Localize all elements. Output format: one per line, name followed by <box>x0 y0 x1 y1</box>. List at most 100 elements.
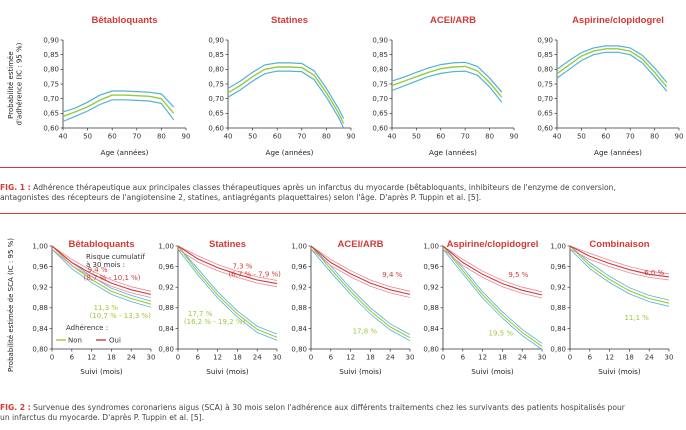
x-tick-label: 70 <box>132 133 141 141</box>
figure1-caption: FIG. 1 : Adhérence thérapeutique aux pri… <box>0 183 686 204</box>
x-tick-label: 24 <box>518 354 527 362</box>
annotation-ci-non: (10,7 % - 13,3 %) <box>90 312 152 320</box>
y-tick-label: 0,88 <box>158 304 174 312</box>
chart-panel: Aspirine/clopidogrel 0,60 0,65 0,70 0,75 0,80… <box>537 15 683 157</box>
annotation-ci-non: (16,2 % - 19,2 %) <box>184 318 246 326</box>
y-tick-label: 1,00 <box>158 242 174 250</box>
y-tick-label: 0,90 <box>372 36 388 44</box>
x-tick-label: 90 <box>510 133 519 141</box>
y-tick-label: 0,75 <box>537 80 553 88</box>
chart-title: Bêtabloquants <box>92 15 158 26</box>
x-tick-label: 40 <box>553 133 562 141</box>
x-tick-label: 24 <box>386 354 395 362</box>
series-band-lower-oui <box>310 248 411 298</box>
x-tick-label: 24 <box>127 354 136 362</box>
y-tick-label: 0,75 <box>43 80 59 88</box>
series-line-oui <box>569 245 670 278</box>
chart-title: ACEI/ARB <box>338 239 384 250</box>
x-tick-label: 18 <box>366 354 375 362</box>
chart-title: Aspirine/clopidogrel <box>447 239 539 250</box>
x-axis-label: Suivi (mois) <box>598 367 641 376</box>
y-tick-label: 0,96 <box>550 263 566 271</box>
annotation-oui: 6,0 % <box>644 269 664 277</box>
series-band-upper-non <box>442 245 543 344</box>
x-tick-label: 90 <box>347 133 356 141</box>
legend-title: Adhérence : <box>66 324 108 332</box>
y-tick-label: 0,96 <box>158 263 174 271</box>
x-tick-label: 24 <box>253 354 262 362</box>
series-line-upper <box>227 62 345 119</box>
x-tick-label: 18 <box>107 354 116 362</box>
chart-panel: Combinaison 0,80 0,84 0,88 0,92 0,96 1,00 0 6 12 1… <box>550 239 673 376</box>
x-tick-label: 6 <box>461 354 466 362</box>
series-line-estimate <box>62 94 175 117</box>
x-tick-label: 12 <box>478 354 487 362</box>
x-tick-label: 60 <box>436 133 445 141</box>
x-axis-label: Suivi (mois) <box>206 367 249 376</box>
series-band-lower-non <box>569 248 670 307</box>
x-tick-label: 50 <box>248 133 257 141</box>
y-tick-label: 0,84 <box>550 325 566 333</box>
series-line-estimate <box>391 65 503 98</box>
x-tick-label: 50 <box>412 133 421 141</box>
x-tick-label: 80 <box>485 133 494 141</box>
y-tick-label: 0,70 <box>537 95 553 103</box>
figure1-ylabel: Probabilité estimée d'adhérence (IC : 95… <box>7 42 24 125</box>
series-line-non <box>177 245 278 338</box>
x-axis-label: Suivi (mois) <box>80 367 123 376</box>
series-line-upper <box>62 90 175 113</box>
y-tick-label: 0,75 <box>208 80 224 88</box>
annotation-oui: 9,4 % <box>382 271 402 279</box>
chart-panel: Bêtabloquants 0,60 0,65 0,70 0,75 0,80 0,85 0,9… <box>43 15 190 157</box>
series-line-lower <box>62 99 175 123</box>
figure2-caption: FIG. 2 : Survenue des syndromes coronari… <box>0 403 686 424</box>
y-tick-label: 0,80 <box>372 66 388 74</box>
series-band-lower-oui <box>569 248 670 281</box>
x-tick-label: 0 <box>441 354 445 362</box>
y-tick-label: 0,96 <box>32 263 48 271</box>
x-tick-label: 18 <box>233 354 242 362</box>
series-line-non <box>569 245 670 304</box>
x-tick-label: 30 <box>538 354 547 362</box>
annotation-oui: 9,5 % <box>508 271 528 279</box>
annotation-oui: 7,3 % <box>232 263 252 271</box>
series-line-lower <box>227 70 345 129</box>
x-tick-label: 30 <box>147 354 156 362</box>
chart-panel: Statines 0,80 0,84 0,88 0,92 0,96 1,00 0 6 12 18 24… <box>158 239 281 376</box>
chart-title: Bêtabloquants <box>69 239 135 250</box>
chart-panel: Statines 0,60 0,65 0,70 0,75 0,80 0,85 0,90 40 50… <box>208 15 355 157</box>
x-axis-label: Age (années) <box>594 148 642 157</box>
y-tick-label: 0,70 <box>372 95 388 103</box>
y-tick-label: 0,84 <box>423 325 439 333</box>
chart-panel: Bêtabloquants 0,80 0,84 0,88 0,92 0,96 1,00 0 6 1… <box>32 239 155 376</box>
y-tick-label: 0,88 <box>550 304 566 312</box>
x-tick-label: 12 <box>346 354 355 362</box>
figure1-ylabel-line2: d'adhérence (IC : 95 %) <box>16 42 24 125</box>
series-line-oui <box>51 245 152 295</box>
chart-title: Statines <box>271 15 308 26</box>
series-band-upper-non <box>177 245 278 335</box>
series-line-oui <box>310 245 411 295</box>
x-tick-label: 40 <box>224 133 233 141</box>
y-tick-label: 0,60 <box>372 124 388 132</box>
x-tick-label: 50 <box>83 133 92 141</box>
x-tick-label: 0 <box>568 354 572 362</box>
y-tick-label: 0,60 <box>208 124 224 132</box>
chart-title: ACEI/ARB <box>430 15 476 26</box>
figure2-caption-line1: FIG. 2 : Survenue des syndromes coronari… <box>0 403 686 413</box>
x-tick-label: 0 <box>176 354 180 362</box>
y-tick-label: 0,92 <box>423 284 439 292</box>
legend-oui-label: Oui <box>109 337 121 345</box>
x-tick-label: 30 <box>665 354 674 362</box>
figure1-divider <box>0 167 686 169</box>
y-tick-label: 0,65 <box>43 110 59 118</box>
y-tick-label: 0,88 <box>32 304 48 312</box>
y-tick-label: 0,70 <box>43 95 59 103</box>
x-tick-label: 12 <box>87 354 96 362</box>
y-tick-label: 0,84 <box>291 325 307 333</box>
series-band-upper-oui <box>177 245 278 281</box>
y-tick-label: 0,65 <box>372 110 388 118</box>
series-line-lower <box>556 51 668 92</box>
chart-panel: ACEI/ARB 0,60 0,65 0,70 0,75 0,80 0,85 0,90 40 50… <box>372 15 518 157</box>
x-tick-label: 12 <box>213 354 222 362</box>
